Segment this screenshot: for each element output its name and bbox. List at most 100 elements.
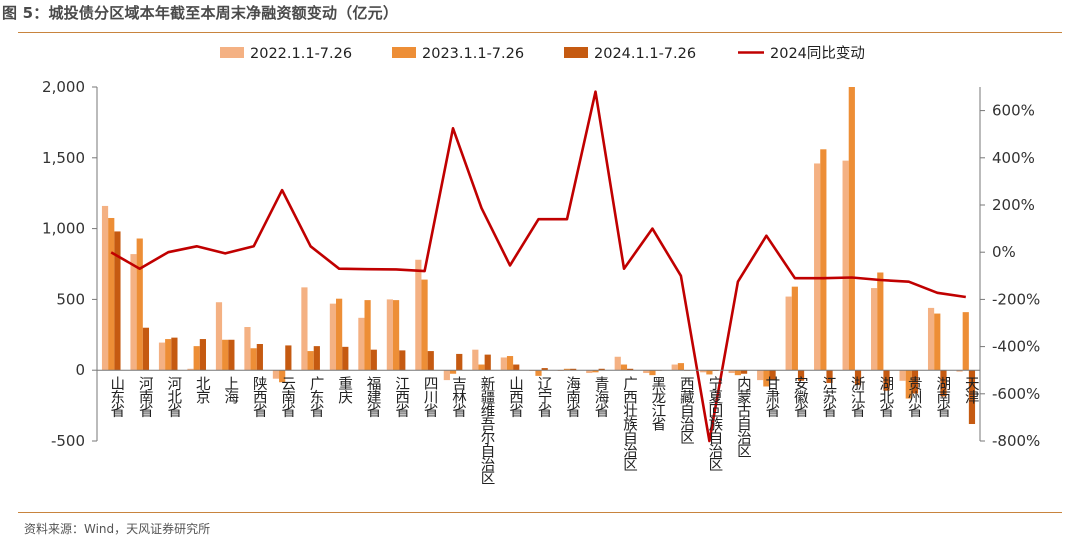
bar-2023 [392,300,400,371]
bar-2022 [244,327,251,371]
bar-2022 [130,254,137,371]
category-label: 吉林省 [450,376,466,418]
bar-2022 [472,349,479,371]
bar-2023 [165,339,172,371]
bar-2022 [415,259,422,371]
category-label: 云南省 [279,376,295,418]
bar-2023 [962,312,969,371]
category-label: 安徽省 [792,376,808,418]
category-label: 青海省 [593,376,609,418]
bar-2023 [734,370,741,376]
bar-2024 [456,353,463,371]
category-label: 甘肃省 [763,376,779,418]
bar-2023 [307,351,314,371]
bar-2024 [968,370,976,425]
bar-2024 [570,368,577,371]
bar-2022 [643,370,650,374]
bar-2022 [757,370,764,381]
legend-label: 2024.1.1-7.26 [594,46,696,62]
bar-2022 [842,160,849,371]
bar-2024 [256,344,263,371]
category-label: 四川省 [422,376,438,418]
source-rule [18,512,1062,513]
bar-2022 [614,356,621,371]
bar-2024 [769,370,776,381]
legend-swatch-2023 [392,47,416,58]
bar-2022 [301,287,308,371]
bar-2022 [187,368,194,371]
bar-2024 [199,339,206,371]
bar-2023 [478,364,485,371]
category-label: 西藏自治区 [678,376,694,445]
bar-2023 [848,87,855,371]
bar-2024 [313,346,320,371]
legend-label: 2022.1.1-7.26 [250,46,352,62]
right-tick-label: 600% [992,102,1035,120]
bar-2022 [500,357,507,371]
bar-2024 [228,339,235,371]
right-tick-label: -800% [992,432,1040,450]
bar-2024 [370,349,377,371]
yoy-change-line [110,90,966,443]
bar-2023 [763,370,770,387]
bar-2023 [279,370,286,383]
category-label: 宁夏回族自治区 [706,376,722,472]
bar-2023 [706,370,713,375]
category-label: 海南省 [564,376,580,418]
bar-2022 [814,163,821,371]
left-tick-label: 0 [75,361,85,379]
bar-2023 [877,272,884,371]
bar-2023 [620,364,628,371]
category-label: 广西壮族自治区 [621,376,637,472]
bar-2022 [927,307,935,371]
bar-2022 [443,370,450,381]
bar-2024 [513,364,520,371]
bar-2022 [272,370,280,379]
category-label: 湖北省 [877,376,893,418]
bar-2022 [871,288,878,371]
left-tick-label: -500 [51,432,85,450]
bar-2022 [785,296,792,371]
right-tick-label: 400% [992,149,1035,167]
category-label: 辽宁省 [536,376,552,418]
bar-2023 [563,368,571,371]
bar-2022 [358,317,365,371]
bar-2024 [826,370,833,383]
category-label: 内蒙古自治区 [735,376,751,459]
bar-2024 [797,370,805,381]
category-label: 江西省 [393,376,409,418]
bar-2022 [329,303,337,371]
bar-2024 [142,327,150,371]
bar-2023 [905,370,912,399]
title-rule [18,4,1062,33]
bar-2024 [171,337,178,371]
category-label: 山西省 [507,376,523,418]
bar-2023 [336,298,343,371]
category-label: 天津 [963,376,979,404]
bar-2023 [677,363,685,371]
bar-2022 [899,370,906,381]
bar-2022 [386,299,393,371]
bar-2024 [627,368,634,371]
bar-2024 [940,370,947,397]
bar-2023 [649,370,656,376]
bar-2022 [215,302,223,371]
bar-2024 [883,370,890,391]
bar-2023 [506,356,514,371]
bar-2023 [421,279,428,371]
bar-2023 [108,217,115,371]
left-tick-label: 2,000 [42,78,85,96]
left-tick-label: 1,000 [42,220,85,238]
bar-2023 [222,339,229,371]
bar-2022 [586,370,593,374]
bar-2024 [114,231,121,371]
bar-2023 [791,286,798,371]
category-label: 江苏省 [820,376,836,418]
bar-2023 [364,300,371,371]
category-label: 新疆维吾尔自治区 [479,376,495,486]
bar-2024 [285,345,292,371]
category-label: 陕西省 [251,376,267,418]
category-label: 重庆 [336,376,352,405]
right-tick-label: -200% [992,290,1040,308]
